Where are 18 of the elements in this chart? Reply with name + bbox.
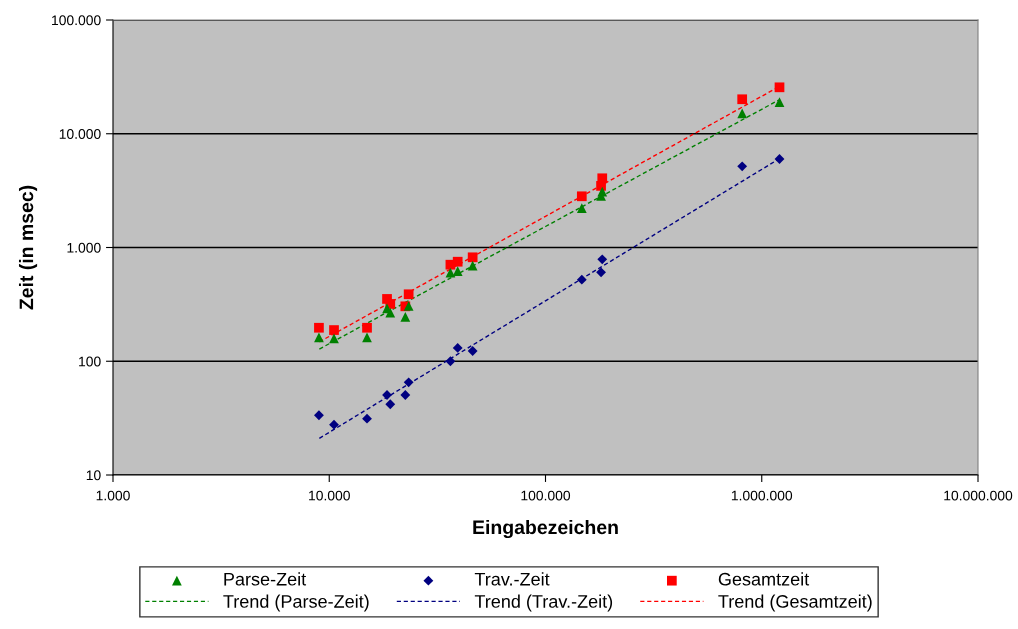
legend-label: Gesamtzeit bbox=[718, 572, 810, 586]
legend-label: Trend (Trav.-Zeit) bbox=[474, 594, 613, 612]
y-tick-label: 1.000 bbox=[67, 242, 101, 253]
y-tick-label: 10.000 bbox=[59, 129, 101, 139]
y-tick-label: 100.000 bbox=[52, 15, 101, 26]
y-axis-title: Zeit (in msec) bbox=[18, 185, 38, 310]
x-tick-label: 10.000.000 bbox=[944, 490, 1013, 501]
legend-label: Trav.-Zeit bbox=[474, 572, 550, 586]
legend-label: Trend (Gesamtzeit) bbox=[718, 594, 872, 612]
legend-label: Trend (Parse-Zeit) bbox=[223, 594, 369, 612]
x-tick-label: 1.000.000 bbox=[731, 490, 793, 501]
x-tick-label: 1.000 bbox=[96, 490, 130, 501]
x-axis-title: Eingabezeichen bbox=[473, 519, 618, 539]
x-tick-label: 10.000 bbox=[309, 490, 350, 501]
legend-label: Parse-Zeit bbox=[224, 572, 307, 586]
x-tick-label: 100.000 bbox=[521, 490, 571, 501]
y-tick-label: 100 bbox=[79, 356, 101, 367]
y-tick-label: 10 bbox=[86, 470, 101, 481]
